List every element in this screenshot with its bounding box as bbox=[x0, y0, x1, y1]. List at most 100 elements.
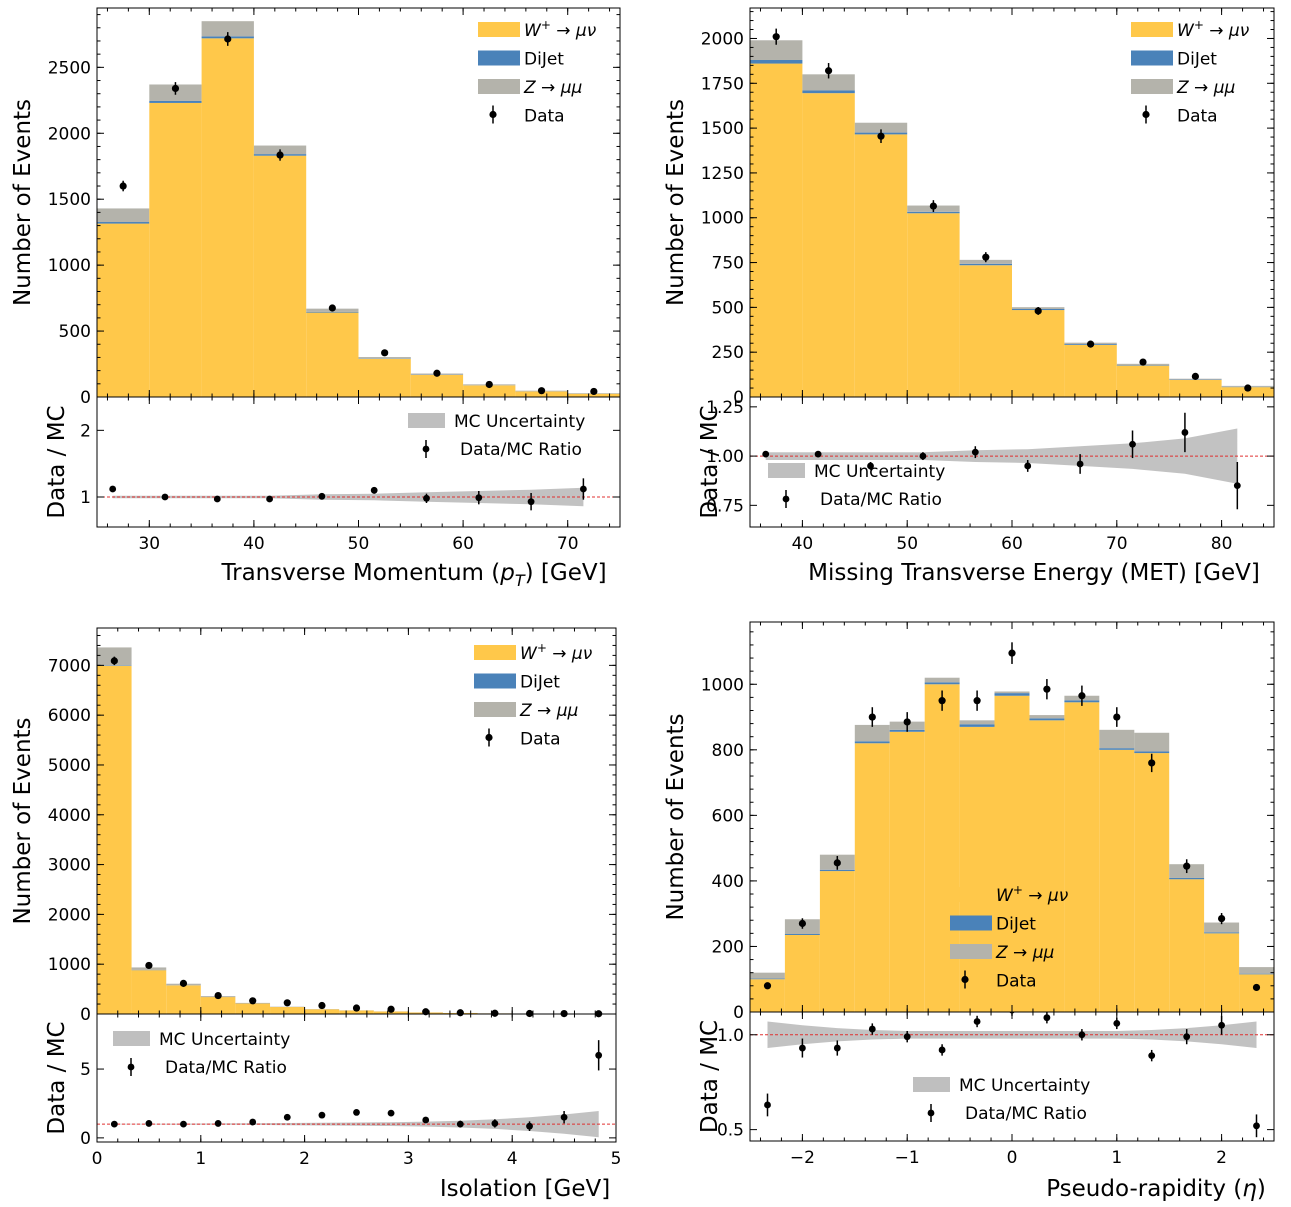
y-tick-label: 0 bbox=[80, 388, 91, 408]
ratio-y-axis-label: Data / MC bbox=[44, 1021, 70, 1134]
dijet-bar bbox=[1204, 932, 1240, 934]
legend-swatch-mc-uncertainty bbox=[768, 463, 805, 478]
dijet-bar bbox=[854, 741, 890, 744]
ratio-point bbox=[1183, 1033, 1191, 1041]
w-bar bbox=[410, 374, 464, 397]
y-tick-label: 500 bbox=[59, 322, 91, 342]
ratio-point bbox=[919, 452, 927, 460]
x-tick-label: −1 bbox=[895, 1148, 920, 1168]
data-point bbox=[1043, 685, 1051, 693]
data-points bbox=[119, 32, 598, 396]
legend-swatch-z bbox=[478, 79, 520, 94]
ratio-plot bbox=[97, 1040, 616, 1138]
data-point bbox=[833, 859, 841, 867]
z-bar bbox=[750, 972, 785, 979]
data-point bbox=[772, 33, 780, 41]
dijet-bar bbox=[97, 222, 150, 224]
data-point bbox=[1008, 649, 1016, 657]
ratio-point bbox=[762, 450, 770, 458]
z-bar bbox=[358, 357, 411, 359]
x-axis-label: Isolation [GeV] bbox=[440, 1176, 610, 1202]
y-tick-label: 2000 bbox=[48, 905, 91, 925]
ratio-point bbox=[1181, 429, 1189, 436]
dijet-bar bbox=[750, 978, 785, 980]
ratio-point bbox=[595, 1051, 603, 1059]
ratio-point bbox=[161, 493, 169, 501]
w-bar bbox=[235, 1003, 271, 1014]
legend-label-data: Data bbox=[996, 972, 1037, 992]
data-point bbox=[868, 713, 876, 721]
y-tick-label: 0 bbox=[733, 388, 744, 408]
ratio-point bbox=[1253, 1122, 1260, 1130]
x-tick-label: 70 bbox=[1106, 534, 1128, 554]
w-bar bbox=[819, 871, 855, 1012]
data-point bbox=[352, 1004, 361, 1012]
y-axis-label: Number of Events bbox=[10, 99, 36, 306]
w-bar bbox=[1169, 879, 1205, 1012]
legend-ratio-marker bbox=[127, 1063, 135, 1071]
y-tick-label: 800 bbox=[712, 741, 744, 761]
panel-3: 0 1000 2000 3000 4000 5000 6000 7000 0 1 2 3 4 5 0 5 Num… bbox=[10, 627, 621, 1202]
ratio-point bbox=[867, 462, 874, 470]
panel-2: 0 250 500 750 1000 1250 1500 1750 2000 40 50 60 70 80… bbox=[663, 7, 1275, 586]
ratio-point bbox=[145, 1120, 153, 1127]
w-bar bbox=[854, 134, 908, 397]
data-point bbox=[179, 979, 188, 987]
w-bar bbox=[149, 102, 202, 397]
y-tick-label: 1000 bbox=[701, 209, 744, 229]
legend-swatch-mc-uncertainty bbox=[113, 1031, 150, 1046]
legend-swatch-mc-uncertainty bbox=[913, 1077, 950, 1092]
legend-label-ratio: Data/MC Ratio bbox=[460, 440, 582, 460]
w-bar bbox=[131, 970, 167, 1014]
ratio-point bbox=[799, 1044, 806, 1052]
w-bar bbox=[270, 1007, 305, 1014]
legend-label-ratio: Data/MC Ratio bbox=[165, 1058, 287, 1078]
legend-swatch-dijet bbox=[950, 915, 992, 931]
data-point bbox=[877, 132, 885, 140]
x-tick-label: 1 bbox=[1111, 1148, 1122, 1168]
legend-ratio: MC Uncertainty Data/MC Ratio bbox=[913, 1076, 1090, 1124]
data-point bbox=[387, 1005, 395, 1013]
x-tick-label: 4 bbox=[507, 1149, 518, 1169]
ratio-point bbox=[971, 448, 979, 456]
data-point bbox=[318, 1001, 326, 1010]
y-tick-label: 1000 bbox=[48, 256, 91, 276]
data-points bbox=[772, 28, 1252, 392]
legend-label-data: Data bbox=[1177, 107, 1218, 127]
y-tick-label: 1000 bbox=[48, 955, 91, 975]
data-point bbox=[938, 697, 946, 705]
w-bar bbox=[889, 731, 925, 1012]
data-point bbox=[1244, 384, 1252, 392]
data-point bbox=[537, 387, 546, 395]
dijet-bar bbox=[907, 211, 960, 214]
legend-label-mc-uncertainty: MC Uncertainty bbox=[159, 1030, 290, 1050]
ratio-point bbox=[110, 1120, 118, 1128]
w-bar bbox=[306, 312, 359, 397]
y-axis-label: Number of Events bbox=[10, 717, 36, 924]
w-bar bbox=[1029, 720, 1065, 1012]
legend-label-mc-uncertainty: MC Uncertainty bbox=[959, 1076, 1090, 1096]
stacked-histogram bbox=[97, 21, 620, 397]
data-point bbox=[763, 982, 772, 990]
x-tick-label: −2 bbox=[790, 1148, 815, 1168]
x-tick-label: 0 bbox=[1007, 1148, 1018, 1168]
data-point bbox=[283, 999, 291, 1007]
y-tick-label: 2500 bbox=[48, 58, 91, 78]
legend-ratio-marker bbox=[927, 1109, 935, 1117]
dijet-bar bbox=[994, 693, 1030, 696]
data-point bbox=[249, 997, 257, 1005]
dijet-bar bbox=[959, 724, 995, 727]
z-bar bbox=[201, 21, 254, 37]
w-bar bbox=[1169, 379, 1222, 397]
z-bar bbox=[97, 208, 150, 223]
z-bar bbox=[854, 724, 890, 742]
data-point bbox=[1078, 692, 1086, 700]
legend-data-marker bbox=[485, 733, 493, 742]
w-bar bbox=[750, 63, 803, 397]
legend-ratio-marker bbox=[422, 445, 430, 453]
w-bar bbox=[200, 997, 236, 1014]
x-tick-label: 2 bbox=[299, 1149, 310, 1169]
z-bar bbox=[97, 647, 132, 666]
ratio-y-tick-label: 2 bbox=[80, 421, 91, 441]
legend-label-dijet: DiJet bbox=[1177, 50, 1217, 70]
